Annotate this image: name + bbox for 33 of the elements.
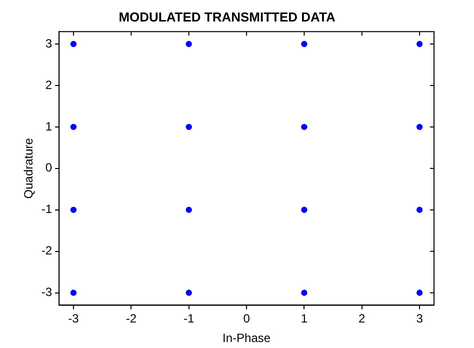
point [301, 206, 308, 213]
y-tick-label: 2 [45, 78, 52, 92]
x-tick-label: 0 [243, 312, 250, 326]
x-tick-label: -2 [126, 312, 137, 326]
point [416, 124, 423, 130]
point [70, 40, 77, 48]
point [186, 124, 192, 130]
x-tick-label: 1 [300, 312, 308, 326]
y-axis-title: Quadrature [22, 138, 36, 199]
point [416, 40, 423, 48]
x-tick-label: -3 [68, 312, 80, 326]
y-tick-label: -2 [41, 244, 52, 258]
y-tick-label: 3 [45, 36, 52, 50]
point [186, 40, 192, 48]
y-tick-label: -3 [41, 285, 52, 300]
point [301, 124, 308, 130]
y-tick-label: -1 [41, 202, 52, 216]
point [70, 206, 77, 213]
x-axis-title: In-Phase [222, 331, 271, 346]
y-tick-label: 0 [45, 160, 52, 175]
x-tick-label: 3 [416, 312, 424, 326]
x-tick-label: -1 [184, 312, 195, 326]
point [301, 40, 308, 48]
point [301, 290, 308, 296]
y-tick-label: 1 [45, 119, 52, 134]
chart-title: MODULATED TRANSMITTED DATA [118, 9, 336, 24]
point [70, 290, 77, 296]
point [70, 124, 77, 130]
point [416, 290, 423, 296]
point [416, 206, 423, 213]
point [186, 206, 192, 213]
point [186, 290, 192, 296]
x-tick-label: 2 [358, 312, 366, 326]
